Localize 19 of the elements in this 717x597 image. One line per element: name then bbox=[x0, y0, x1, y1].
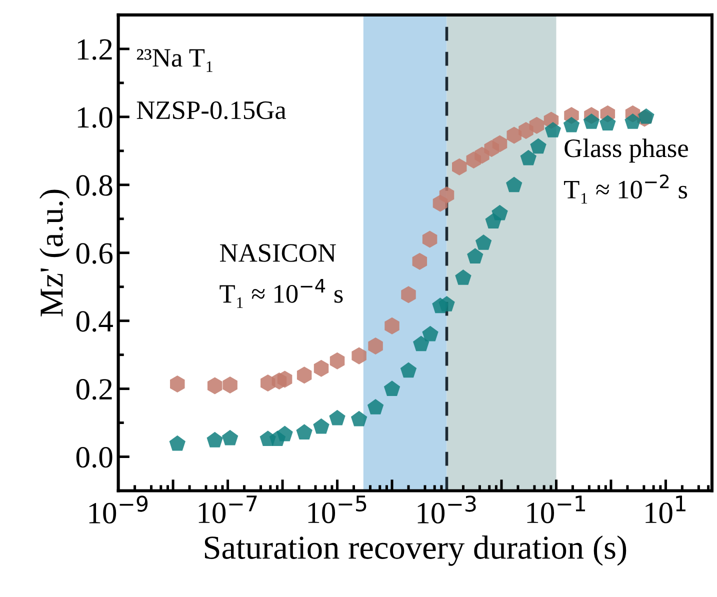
x-tick-label: 10$^{−1}$ bbox=[527, 496, 586, 524]
x-tick-label: 10$^{−9}$ bbox=[89, 496, 148, 524]
x-tick-label: 10$^{−3}$ bbox=[418, 496, 476, 524]
y-axis-title: Mz' (a.u.) bbox=[39, 190, 70, 316]
y-tick-label: 0.6 bbox=[76, 243, 113, 264]
x-tick-label: 10$^{−7}$ bbox=[198, 496, 257, 524]
y-tick-label: 0.8 bbox=[76, 175, 112, 196]
y-tick-label: 0.2 bbox=[76, 379, 112, 400]
y-tick-label: 1.2 bbox=[78, 39, 112, 60]
x-tick-label: 10$^{1}$ bbox=[646, 496, 686, 524]
annotation: Glass phase T₁ ≈ 10$^{−2}$ s bbox=[564, 138, 688, 204]
annotation: NZSP-0.15Ga bbox=[136, 101, 286, 120]
x-axis-title: Saturation recovery duration (s) bbox=[204, 536, 626, 566]
x-tick-label: 10$^{−5}$ bbox=[308, 496, 366, 524]
annotation: NASICON T₁ ≈ 10$^{−4}$ s bbox=[220, 244, 343, 308]
y-tick-label: 0.0 bbox=[76, 447, 112, 468]
annotation: ²³Na T₁ bbox=[136, 49, 212, 72]
y-tick-label: 1.0 bbox=[78, 107, 112, 128]
y-tick-label: 0.4 bbox=[76, 311, 113, 332]
